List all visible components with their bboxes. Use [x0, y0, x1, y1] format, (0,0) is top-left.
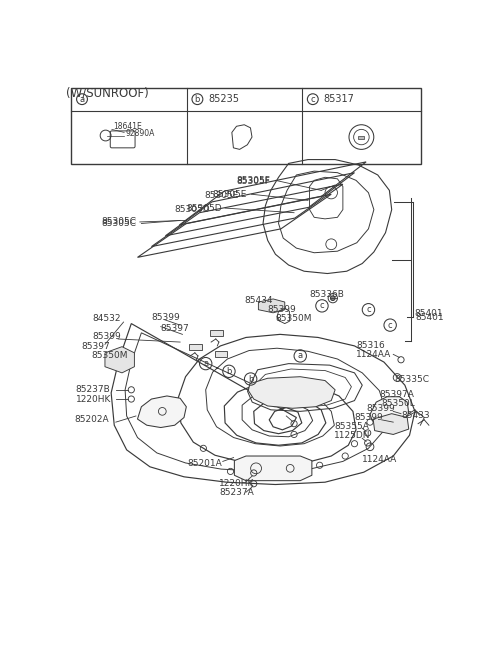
Text: 85305D: 85305D [175, 205, 210, 214]
Text: a: a [298, 352, 303, 360]
Text: 85434: 85434 [244, 296, 273, 305]
Text: 85399: 85399 [366, 404, 395, 413]
Polygon shape [190, 344, 202, 350]
Text: 85305D: 85305D [186, 203, 222, 213]
Text: 85433: 85433 [401, 411, 430, 420]
Text: 85305E: 85305E [204, 192, 239, 200]
Text: 85316: 85316 [356, 340, 385, 350]
Polygon shape [210, 330, 223, 336]
Polygon shape [258, 299, 285, 313]
Text: 85305E: 85305E [213, 190, 247, 199]
Polygon shape [137, 396, 186, 428]
Text: 85397: 85397 [82, 342, 110, 351]
Text: 85399: 85399 [152, 313, 180, 322]
Text: 1124AA: 1124AA [362, 455, 397, 464]
Text: 85401: 85401 [416, 313, 444, 322]
Text: 85305C: 85305C [101, 219, 136, 228]
Circle shape [330, 296, 335, 300]
Polygon shape [370, 397, 409, 427]
Text: 1124AA: 1124AA [356, 350, 391, 359]
Text: 85305C: 85305C [101, 217, 136, 226]
Polygon shape [215, 352, 228, 358]
Text: b: b [195, 94, 200, 104]
Text: 85317: 85317 [324, 94, 355, 104]
Text: 85350M: 85350M [276, 314, 312, 323]
Text: b: b [226, 367, 232, 376]
Text: 1220HK: 1220HK [219, 480, 254, 488]
Text: c: c [320, 301, 324, 310]
Text: 85235: 85235 [208, 94, 239, 104]
Text: 85399: 85399 [268, 305, 297, 314]
Polygon shape [105, 346, 134, 373]
Text: (W/SUNROOF): (W/SUNROOF) [66, 86, 149, 99]
Text: a: a [203, 359, 208, 368]
Text: c: c [388, 321, 393, 329]
Text: 85305F: 85305F [237, 176, 271, 185]
Text: 85201A: 85201A [188, 459, 223, 468]
Text: c: c [311, 94, 315, 104]
Text: 85401: 85401 [414, 309, 443, 318]
Polygon shape [358, 136, 364, 138]
Text: 85399: 85399 [355, 413, 383, 422]
Text: 85305F: 85305F [237, 176, 271, 186]
Text: 85397A: 85397A [379, 390, 414, 399]
Text: 85399: 85399 [93, 332, 121, 341]
Polygon shape [248, 377, 335, 408]
Text: 85350L: 85350L [382, 399, 415, 408]
Text: 85350M: 85350M [91, 352, 128, 360]
Text: 85202A: 85202A [74, 415, 108, 424]
Text: 85336B: 85336B [310, 290, 345, 299]
Text: 85397: 85397 [161, 325, 190, 333]
Text: 1125DN: 1125DN [335, 432, 371, 440]
Bar [71, 88, 421, 163]
Text: 84532: 84532 [93, 314, 121, 323]
Text: 85355A: 85355A [335, 422, 369, 431]
Text: 92890A: 92890A [126, 129, 155, 138]
Text: 1220HK: 1220HK [75, 394, 111, 403]
Polygon shape [234, 456, 312, 481]
Text: a: a [80, 94, 84, 104]
Text: 85237A: 85237A [219, 489, 253, 497]
Polygon shape [373, 414, 409, 434]
Text: c: c [366, 305, 371, 314]
Text: 85335C: 85335C [395, 375, 430, 384]
Text: 85237B: 85237B [75, 385, 110, 394]
Text: b: b [248, 375, 253, 384]
Text: 18641E: 18641E [113, 122, 142, 131]
